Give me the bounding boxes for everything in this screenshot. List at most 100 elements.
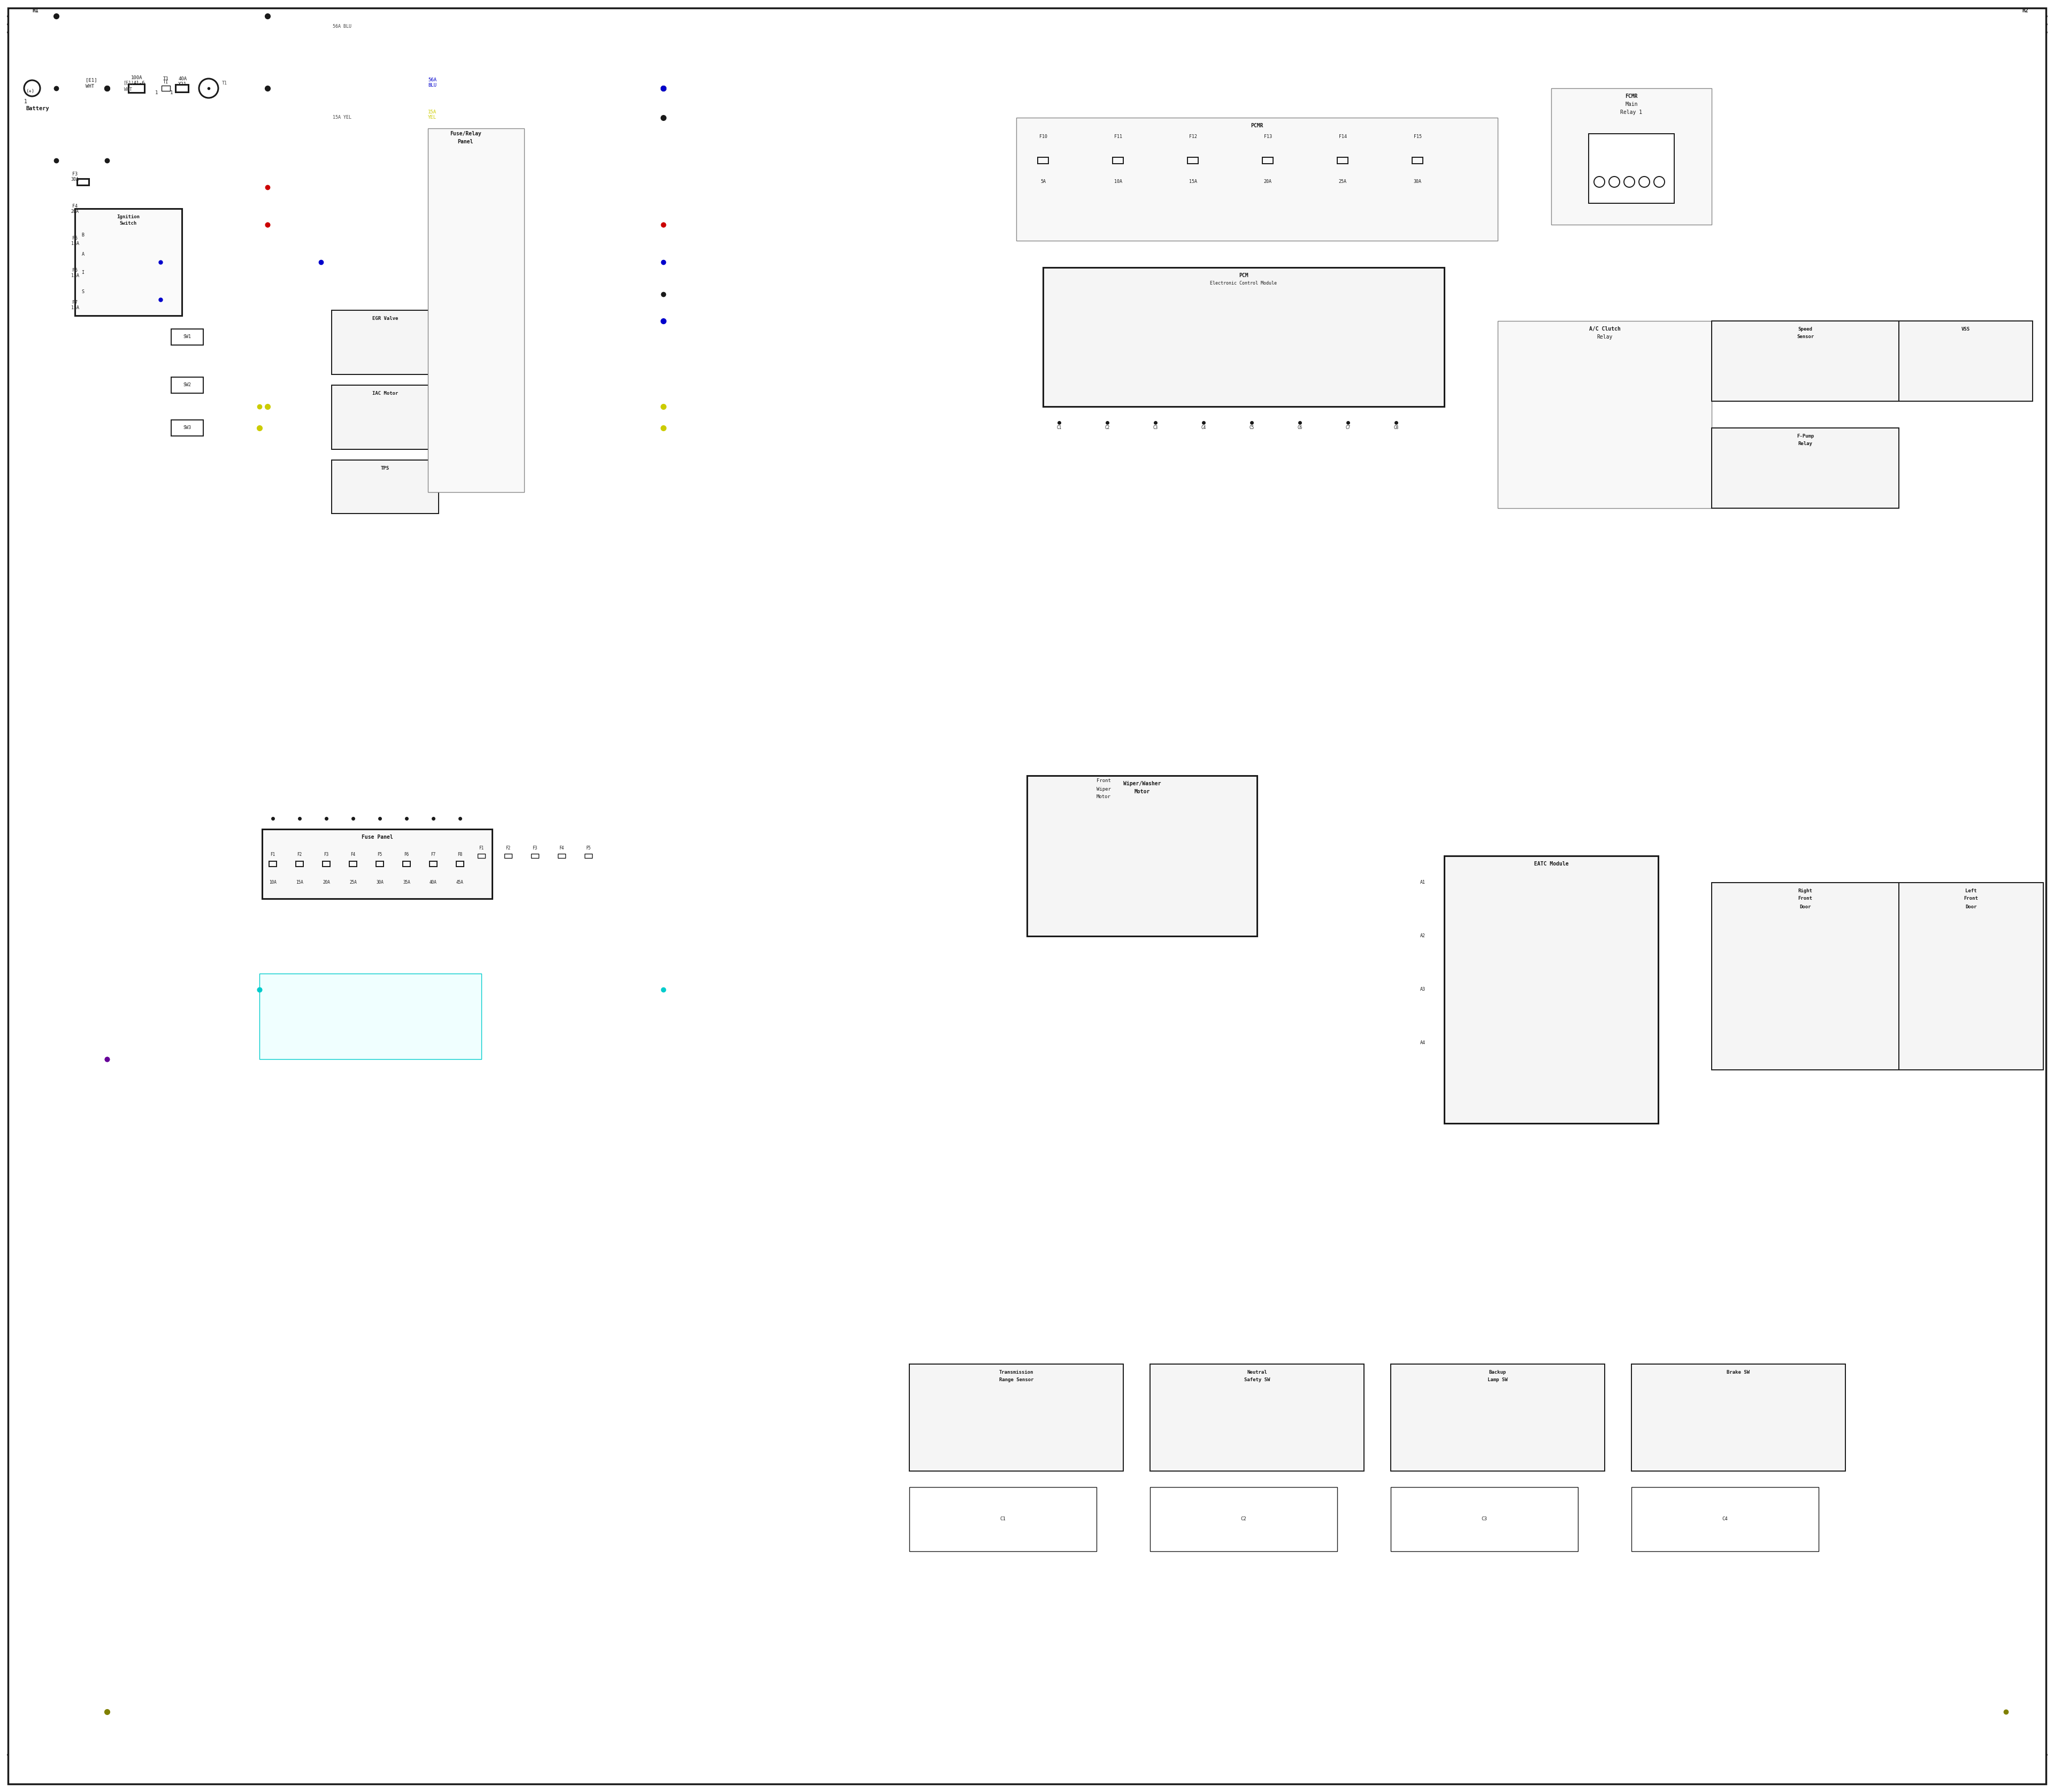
Text: Fuse Panel: Fuse Panel (362, 835, 392, 840)
Bar (1711, 321, 1898, 401)
Text: F8: F8 (458, 853, 462, 857)
Bar (1150, 1487, 1337, 1552)
Text: F10: F10 (1039, 134, 1048, 138)
Text: Door: Door (1966, 905, 1976, 909)
Text: Sensor: Sensor (1797, 335, 1814, 339)
Bar (532, 853, 538, 858)
Bar (403, 862, 411, 867)
Text: Main: Main (1625, 102, 1637, 108)
Text: F5: F5 (72, 235, 78, 240)
Text: 25A: 25A (349, 880, 357, 885)
Text: F7: F7 (72, 299, 78, 305)
Text: WHT: WHT (86, 84, 94, 90)
Text: F3: F3 (325, 853, 329, 857)
Text: 45A: 45A (456, 880, 464, 885)
Text: 30A: 30A (72, 177, 78, 181)
Text: 30A: 30A (1413, 179, 1421, 185)
Text: C7: C7 (1345, 425, 1349, 430)
Bar (1711, 883, 1898, 1070)
Bar (1413, 158, 1423, 163)
Text: A3: A3 (1419, 987, 1425, 993)
Text: 40A: 40A (179, 77, 187, 81)
Text: Fuse/Relay: Fuse/Relay (450, 131, 481, 136)
Bar (427, 129, 524, 493)
Bar (910, 1364, 1124, 1471)
Bar (429, 862, 438, 867)
Text: A1-6: A1-6 (134, 81, 146, 86)
Bar (1551, 88, 1711, 224)
Bar (1263, 158, 1273, 163)
Text: T1: T1 (162, 77, 168, 81)
Bar (376, 862, 384, 867)
Text: 1: 1 (25, 99, 27, 104)
Text: Left: Left (1966, 889, 1976, 892)
Bar (322, 862, 331, 867)
Text: F12: F12 (1189, 134, 1197, 138)
Bar (1588, 134, 1674, 202)
Text: F5: F5 (585, 846, 592, 851)
Text: Panel: Panel (458, 140, 472, 145)
Text: 20A: 20A (72, 210, 78, 213)
Bar (1337, 158, 1347, 163)
Bar (263, 830, 493, 898)
Text: F14: F14 (1339, 134, 1347, 138)
Text: C2: C2 (1105, 425, 1109, 430)
Text: T1: T1 (222, 81, 228, 86)
Text: Front: Front (1964, 896, 1978, 901)
Bar (1631, 1364, 1844, 1471)
Text: X21: X21 (179, 82, 187, 86)
Bar (296, 862, 304, 867)
Bar (78, 244, 88, 249)
Text: Wiper/Washer: Wiper/Washer (1124, 781, 1161, 787)
Text: 15A: 15A (427, 109, 438, 115)
Text: A4: A4 (1419, 1041, 1425, 1045)
Text: 20A: 20A (1263, 179, 1271, 185)
Text: EATC Module: EATC Module (1534, 862, 1569, 867)
Text: 15A YEL: 15A YEL (333, 115, 351, 120)
Text: F6: F6 (72, 267, 78, 272)
Text: Front: Front (1797, 896, 1812, 901)
Bar (1631, 1487, 1818, 1552)
Text: 10A: 10A (269, 880, 277, 885)
Text: Lamp SW: Lamp SW (1487, 1378, 1508, 1382)
Text: F15: F15 (1413, 134, 1421, 138)
Text: C1: C1 (1056, 425, 1062, 430)
Text: I: I (82, 271, 84, 276)
Text: 56A BLU: 56A BLU (333, 25, 351, 29)
Text: A2: A2 (1419, 934, 1425, 939)
Bar (1017, 118, 1497, 240)
Text: H2: H2 (2021, 7, 2027, 13)
Text: Backup: Backup (1489, 1369, 1506, 1374)
Text: Range Sensor: Range Sensor (998, 1378, 1033, 1382)
Bar (559, 853, 565, 858)
Text: F2: F2 (505, 846, 511, 851)
Text: F2: F2 (298, 853, 302, 857)
Text: [E1]: [E1] (86, 77, 97, 82)
Bar (1391, 1487, 1577, 1552)
Text: 40A: 40A (429, 880, 438, 885)
Text: A: A (82, 251, 84, 256)
Bar (505, 853, 511, 858)
Bar (1444, 857, 1658, 1124)
Text: 15A: 15A (72, 272, 78, 278)
Text: SW3: SW3 (183, 425, 191, 430)
Text: C4: C4 (1721, 1516, 1727, 1521)
Text: PCM: PCM (1239, 272, 1249, 278)
Text: Wiper: Wiper (1097, 787, 1111, 792)
Text: Electronic Control Module: Electronic Control Module (1210, 281, 1278, 287)
Bar (479, 853, 485, 858)
Text: YEL: YEL (427, 115, 438, 120)
Text: F11: F11 (1113, 134, 1121, 138)
Bar (456, 862, 464, 867)
Text: Neutral: Neutral (1247, 1369, 1267, 1374)
Bar (162, 86, 170, 91)
Text: F4: F4 (351, 853, 355, 857)
Text: F7: F7 (431, 853, 435, 857)
Text: Door: Door (1799, 905, 1812, 909)
Text: 35A: 35A (403, 880, 411, 885)
Text: EGR Valve: EGR Valve (372, 315, 398, 321)
Bar (78, 306, 88, 314)
Bar (1043, 267, 1444, 407)
Bar (1187, 158, 1197, 163)
Text: F-Pump: F-Pump (1797, 434, 1814, 439)
